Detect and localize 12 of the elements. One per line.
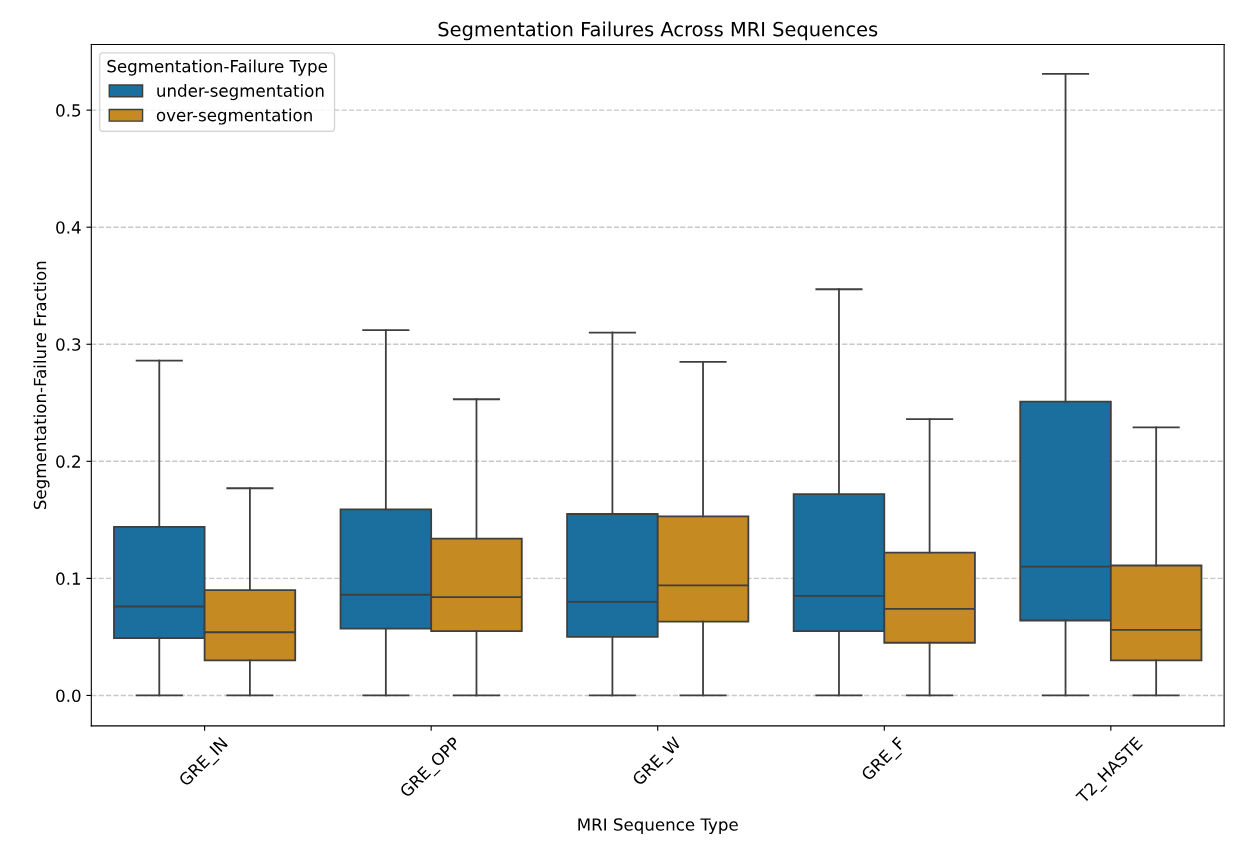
chart-title: Segmentation Failures Across MRI Sequences: [438, 21, 878, 41]
legend-label: over-segmentation: [156, 108, 312, 125]
legend-title: Segmentation-Failure Type: [107, 59, 327, 76]
x-axis-title: MRI Sequence Type: [578, 818, 738, 835]
y-tick-label: 0.2: [56, 455, 80, 468]
y-tick-label: 0.1: [56, 572, 81, 585]
y-tick-label: 0.5: [56, 104, 81, 117]
y-tick-label: 0.0: [56, 689, 81, 703]
y-axis-title: Segmentation-Failure Fraction: [33, 261, 50, 510]
y-tick-label: 0.4: [56, 221, 81, 234]
legend-label: under-segmentation: [157, 84, 324, 101]
y-tick-label: 0.3: [56, 338, 81, 351]
